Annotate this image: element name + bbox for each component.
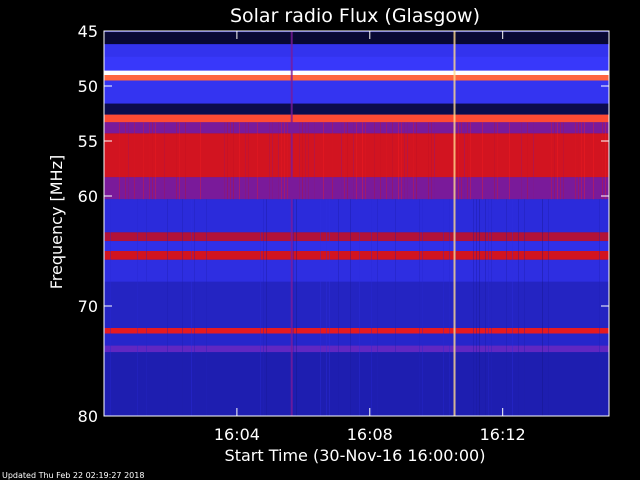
x-tick-label-0: 16:04: [214, 425, 260, 444]
heatmap-band-17: [104, 328, 609, 334]
heatmap-band-0: [104, 32, 609, 45]
chart-title: Solar radio Flux (Glasgow): [230, 5, 480, 27]
heatmap-band-3: [104, 70, 609, 75]
heatmap-band-13: [104, 241, 609, 251]
y-tick-label-1: 50: [78, 77, 98, 96]
y-tick-label-5: 80: [78, 407, 98, 426]
heatmap-band-12: [104, 232, 609, 242]
y-tick-label-3: 60: [78, 187, 98, 206]
heatmap-band-9: [104, 133, 609, 178]
x-axis-label: Start Time (30-Nov-16 16:00:00): [225, 446, 486, 465]
heatmap-band-8: [104, 122, 609, 134]
heatmap-band-2: [104, 56, 609, 71]
heatmap-band-10: [104, 177, 609, 200]
spike-1: [290, 31, 293, 416]
x-tick-label-2: 16:12: [480, 425, 526, 444]
update-footer: Updated Thu Feb 22 02:19:27 2018: [2, 471, 144, 480]
heatmap-band-14: [104, 251, 609, 260]
heatmap-band-16: [104, 281, 609, 328]
heatmap-band-18: [104, 333, 609, 346]
heatmap-band-1: [104, 44, 609, 57]
heatmap-band-11: [104, 199, 609, 233]
spike-0: [453, 31, 456, 416]
heatmap-band-7: [104, 114, 609, 123]
y-tick-label-4: 70: [78, 297, 98, 316]
heatmap-band-5: [104, 80, 609, 104]
heatmap-texture: [104, 122, 609, 416]
heatmap-band-20: [104, 352, 609, 416]
x-tick-label-1: 16:08: [347, 425, 393, 444]
heatmap-band-15: [104, 259, 609, 282]
heatmap-band-6: [104, 103, 609, 115]
heatmap-band-19: [104, 345, 609, 353]
plot-frame: [103, 30, 610, 417]
axes: 45 50 55 60 70 80 16:04 16:08 16:12: [78, 22, 610, 444]
y-tick-label-0: 45: [78, 22, 98, 41]
heatmap-area: [104, 31, 609, 416]
y-axis-label: Frequency [MHz]: [47, 155, 66, 289]
y-tick-label-2: 55: [78, 132, 98, 151]
heatmap-band-4: [104, 75, 609, 81]
